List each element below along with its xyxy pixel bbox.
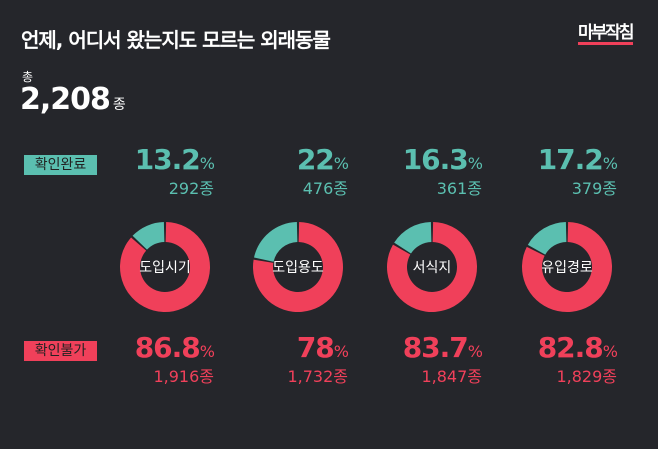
species-count: 1,732종 — [287, 367, 348, 386]
percent-value: 17.2% — [497, 143, 618, 179]
donut-slice-confirmed — [254, 222, 298, 262]
species-count: 1,916종 — [153, 367, 214, 386]
donut-label: 유입경로 — [541, 260, 593, 276]
percent-sign: % — [467, 154, 483, 173]
stat-확인완료: 22% 476종 — [228, 143, 349, 199]
unconfirmed-badge: 확인불가 — [24, 341, 97, 361]
percent-value: 86.8% — [94, 331, 215, 367]
percent-number: 16.3 — [402, 143, 469, 176]
percent-value: 82.8% — [497, 331, 618, 367]
donut-slice-unconfirmed — [387, 222, 478, 312]
stat-확인완료: 16.3% 361종 — [362, 143, 483, 199]
page-title: 언제, 어디서 왔는지도 모르는 외래동물 — [21, 28, 331, 52]
total-value: 2,208 — [20, 82, 111, 117]
percent-value: 22% — [228, 143, 349, 179]
donut-slice-confirmed — [394, 222, 432, 254]
percent-number: 13.2 — [134, 143, 201, 176]
species-count: 361종 — [436, 179, 482, 198]
percent-sign: % — [602, 342, 618, 361]
donut-label: 서식지 — [413, 260, 452, 276]
percent-number: 86.8 — [134, 331, 201, 364]
donut-slice-unconfirmed — [252, 222, 344, 312]
percent-value: 83.7% — [362, 331, 483, 367]
percent-sign: % — [467, 342, 483, 361]
percent-number: 17.2 — [537, 143, 604, 176]
species-count: 1,829종 — [556, 367, 617, 386]
percent-sign: % — [333, 154, 349, 173]
confirmed-badge: 확인완료 — [24, 155, 97, 175]
percent-number: 82.8 — [537, 331, 604, 364]
stat-확인불가: 82.8% 1,829종 — [497, 331, 618, 387]
logo: 마부작침 — [578, 23, 635, 45]
donut-slice-confirmed — [132, 222, 165, 250]
species-count: 292종 — [168, 179, 214, 198]
species-count: 379종 — [571, 179, 617, 198]
species-count: 1,847종 — [421, 367, 482, 386]
donut-label: 도입시기 — [139, 260, 191, 276]
percent-sign: % — [333, 342, 349, 361]
percent-sign: % — [199, 154, 215, 173]
stat-확인불가: 83.7% 1,847종 — [362, 331, 483, 387]
percent-sign: % — [199, 342, 215, 361]
total-unit: 종 — [112, 97, 126, 113]
stat-확인완료: 17.2% 379종 — [497, 143, 618, 199]
species-count: 476종 — [302, 179, 348, 198]
percent-value: 13.2% — [94, 143, 215, 179]
percent-number: 22 — [296, 143, 335, 176]
donut-slice-unconfirmed — [522, 222, 612, 313]
total-count: 2,208 종 — [20, 82, 126, 117]
percent-number: 83.7 — [402, 331, 469, 364]
percent-sign: % — [602, 154, 618, 173]
donut-slice-confirmed — [527, 222, 567, 255]
total-label: 총 — [22, 70, 34, 84]
donut-label: 도입용도 — [272, 260, 324, 276]
percent-value: 16.3% — [362, 143, 483, 179]
stat-확인완료: 13.2% 292종 — [94, 143, 215, 199]
stat-확인불가: 78% 1,732종 — [228, 331, 349, 387]
donut-slice-unconfirmed — [119, 222, 210, 313]
percent-value: 78% — [228, 331, 349, 367]
percent-number: 78 — [296, 331, 335, 364]
stat-확인불가: 86.8% 1,916종 — [94, 331, 215, 387]
